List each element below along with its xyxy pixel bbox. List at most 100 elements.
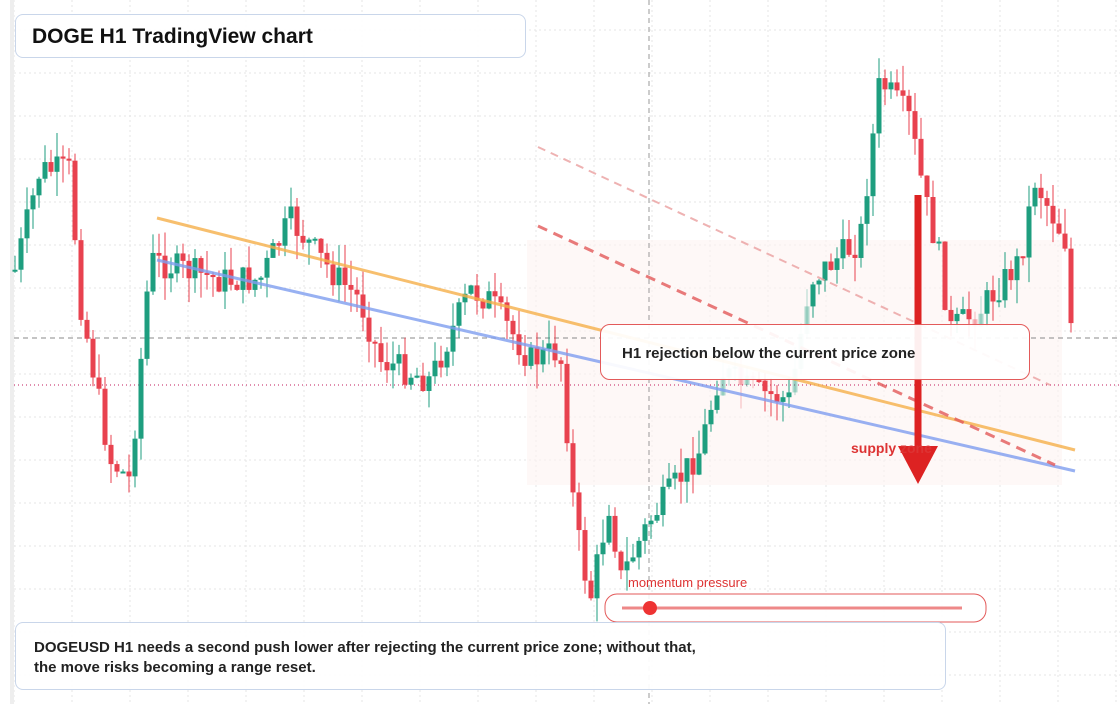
candle-body — [708, 409, 714, 425]
candle-body — [300, 235, 306, 243]
candle-body — [822, 261, 828, 281]
candle-body — [876, 78, 882, 134]
candle-body — [654, 515, 660, 521]
candle-body — [102, 388, 108, 445]
candle-body — [534, 347, 540, 365]
candle-body — [402, 354, 408, 385]
candle-body — [390, 363, 396, 371]
candle-body — [696, 453, 702, 475]
candle-body — [318, 238, 324, 253]
candle-body — [942, 241, 948, 310]
candle-body — [1002, 269, 1008, 301]
candle-body — [870, 133, 876, 197]
candle-body — [120, 471, 126, 474]
candle-body — [852, 254, 858, 258]
candle-body — [834, 258, 840, 270]
candle-body — [558, 360, 564, 364]
candle-body — [462, 293, 468, 303]
candle-body — [990, 290, 996, 302]
candle-body — [468, 285, 474, 294]
momentum-label: momentum pressure — [628, 575, 747, 590]
candle-body — [888, 82, 894, 90]
candle-body — [498, 296, 504, 303]
candle-body — [234, 284, 240, 290]
zone-label: supply zone — [851, 440, 932, 456]
candle-body — [348, 284, 354, 290]
candle-body — [156, 252, 162, 256]
candle-body — [936, 241, 942, 244]
candle-body — [714, 395, 720, 410]
candle-body — [384, 362, 390, 371]
candle-body — [816, 280, 822, 285]
candle-body — [1038, 187, 1044, 199]
title-box: DOGE H1 TradingView chart — [15, 14, 526, 58]
title: DOGE H1 TradingView chart — [32, 25, 313, 48]
candle-body — [978, 313, 984, 327]
candle-body — [786, 392, 792, 398]
candle-body — [984, 290, 990, 314]
candle-body — [276, 243, 282, 246]
candle-body — [624, 561, 630, 571]
candle-body — [48, 162, 54, 172]
candle-body — [180, 253, 186, 261]
candle-body — [804, 306, 810, 334]
candle-body — [666, 478, 672, 487]
candle-body — [108, 444, 114, 465]
candle-body — [954, 313, 960, 322]
candle-body — [342, 267, 348, 285]
candle-body — [222, 269, 228, 292]
candle-body — [36, 178, 42, 196]
candle-body — [630, 557, 636, 562]
candle-body — [588, 580, 594, 599]
candle-body — [1062, 233, 1068, 249]
candle-body — [780, 397, 786, 402]
candle-body — [1032, 187, 1038, 207]
candle-body — [42, 162, 48, 179]
candle-body — [168, 273, 174, 279]
candle-body — [246, 267, 252, 290]
candle-body — [828, 261, 834, 270]
candle-body — [372, 341, 378, 344]
candle-body — [438, 360, 444, 368]
candle-body — [18, 238, 24, 270]
candle-body — [906, 95, 912, 112]
candle-body — [414, 375, 420, 378]
candle-body — [996, 300, 1002, 303]
candle-body — [198, 258, 204, 273]
candle-body — [846, 239, 852, 255]
candle-body — [366, 317, 372, 342]
candle-body — [594, 554, 600, 599]
candle-body — [564, 363, 570, 444]
candle-body — [690, 458, 696, 475]
candle-body — [720, 377, 726, 396]
candle-body — [126, 471, 132, 477]
candle-body — [408, 377, 414, 385]
candle-body — [138, 358, 144, 439]
candle-body — [840, 239, 846, 259]
candle-body — [150, 252, 156, 292]
candle-body — [54, 156, 60, 172]
candle-body — [900, 90, 906, 96]
candle-body — [312, 238, 318, 241]
candle-body — [1014, 256, 1020, 281]
candle-body — [612, 515, 618, 552]
candle-body — [522, 355, 528, 366]
candle-body — [66, 158, 72, 161]
candle-body — [1026, 206, 1032, 258]
candle-body — [354, 289, 360, 295]
candle-body — [864, 196, 870, 224]
candle-body — [426, 376, 432, 391]
candle-body — [270, 243, 276, 258]
candle-body — [858, 223, 864, 258]
candle-body — [396, 354, 402, 364]
candle-body — [216, 277, 222, 292]
candle-body — [480, 300, 486, 309]
candle-body — [972, 319, 978, 327]
candle-body — [282, 218, 288, 246]
candle-body — [930, 197, 936, 244]
candle-body — [642, 524, 648, 541]
candle-body — [636, 540, 642, 558]
candle-body — [648, 520, 654, 525]
candle-body — [684, 458, 690, 482]
